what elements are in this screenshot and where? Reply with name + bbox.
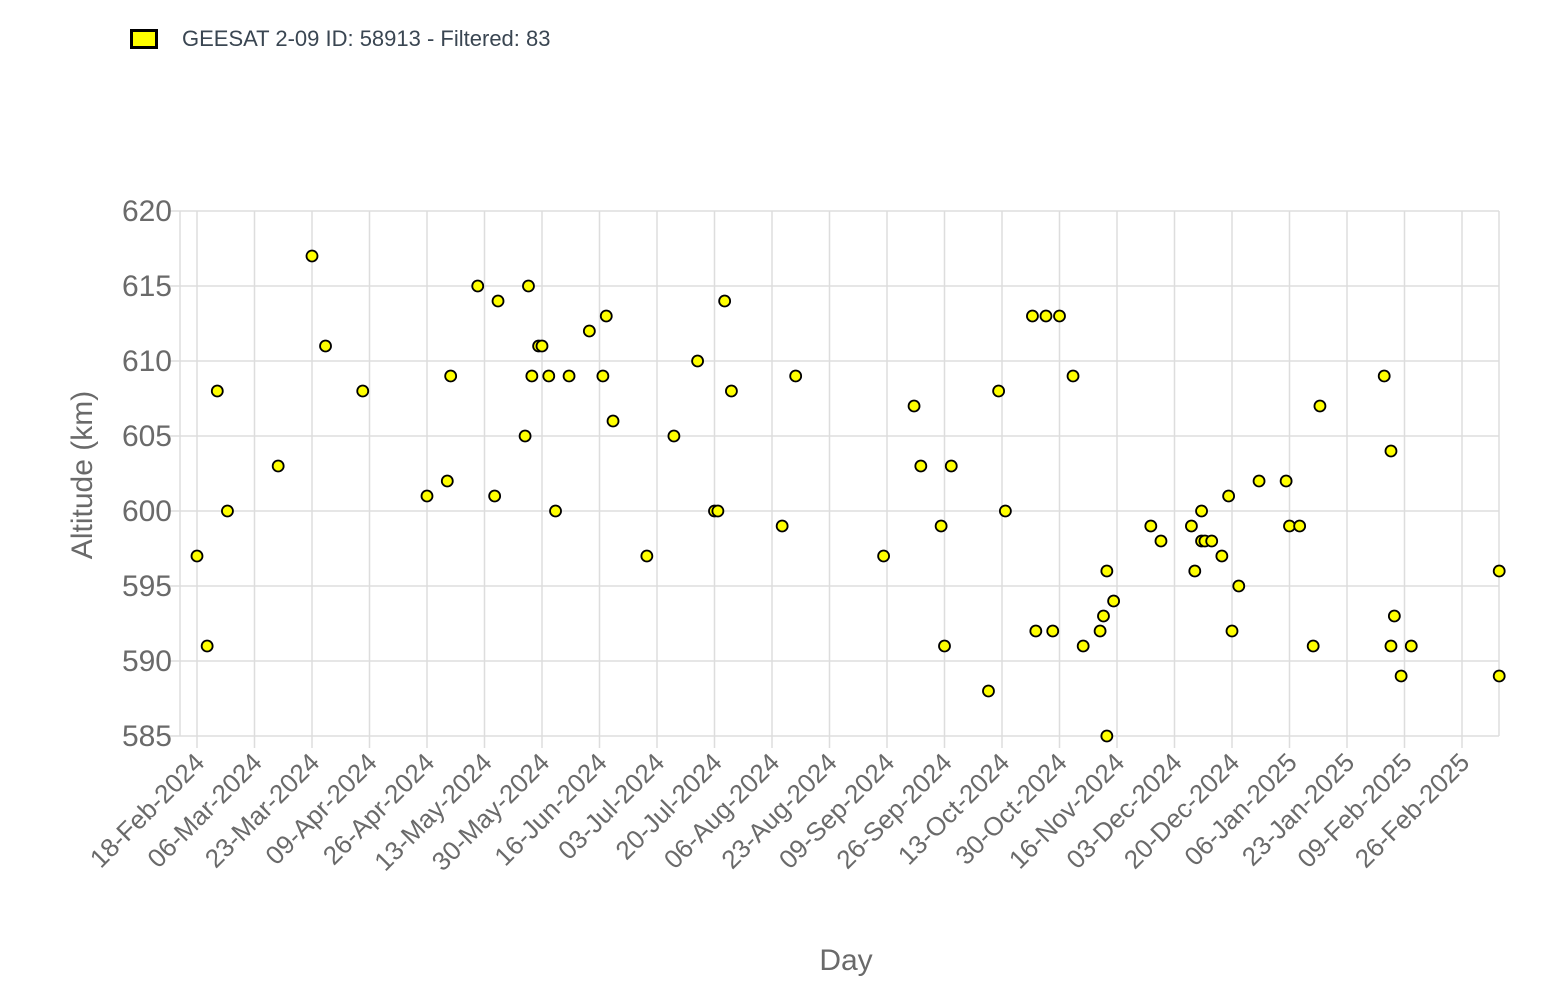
data-point[interactable] (190, 549, 204, 563)
data-point[interactable] (992, 384, 1006, 398)
data-point[interactable] (1205, 534, 1219, 548)
data-point[interactable] (305, 249, 319, 263)
y-tick-label: 585 (122, 720, 172, 753)
data-point[interactable] (711, 504, 725, 518)
data-point[interactable] (1100, 729, 1114, 743)
y-tick-label: 590 (122, 645, 172, 678)
data-point[interactable] (1225, 624, 1239, 638)
data-point[interactable] (518, 429, 532, 443)
data-point[interactable] (542, 369, 556, 383)
data-point[interactable] (606, 414, 620, 428)
data-point[interactable] (549, 504, 562, 518)
data-point[interactable] (1384, 639, 1398, 653)
grid (168, 210, 1500, 748)
y-axis-title: Altitude (km) (66, 391, 99, 559)
data-point[interactable] (1279, 474, 1293, 488)
data-point[interactable] (982, 684, 995, 698)
data-point[interactable] (877, 549, 891, 563)
data-point[interactable] (420, 489, 434, 503)
data-point[interactable] (1387, 609, 1401, 623)
data-point[interactable] (1029, 624, 1043, 638)
data-points (190, 249, 1506, 743)
data-point[interactable] (522, 279, 535, 293)
y-tick-label: 610 (122, 345, 172, 378)
data-point[interactable] (914, 459, 928, 473)
data-point[interactable] (1232, 579, 1246, 593)
data-point[interactable] (1100, 564, 1114, 578)
data-point[interactable] (718, 294, 732, 308)
x-axis-title: Day (819, 944, 872, 977)
y-tick-label: 600 (122, 495, 172, 528)
data-point[interactable] (1492, 564, 1506, 578)
data-point[interactable] (582, 324, 596, 338)
data-point[interactable] (775, 519, 789, 533)
data-point[interactable] (1144, 519, 1158, 533)
data-point[interactable] (725, 384, 738, 398)
data-point[interactable] (200, 639, 214, 653)
data-point[interactable] (1293, 519, 1307, 533)
data-point[interactable] (562, 369, 576, 383)
data-point[interactable] (210, 384, 224, 398)
data-point[interactable] (998, 504, 1012, 518)
data-point[interactable] (444, 369, 458, 383)
data-point[interactable] (1384, 444, 1398, 458)
x-axis: 18-Feb-202406-Mar-202423-Mar-202409-Apr-… (84, 747, 1475, 877)
data-point[interactable] (1026, 309, 1039, 323)
data-point[interactable] (1195, 504, 1208, 518)
data-point[interactable] (944, 459, 958, 473)
data-point[interactable] (1076, 639, 1090, 653)
data-point[interactable] (1394, 669, 1408, 683)
data-point[interactable] (1185, 519, 1198, 533)
y-tick-label: 620 (122, 195, 172, 228)
data-point[interactable] (1252, 474, 1266, 488)
data-point[interactable] (1215, 549, 1229, 563)
data-point[interactable] (934, 519, 948, 533)
data-point[interactable] (1404, 639, 1418, 653)
data-point[interactable] (1039, 309, 1053, 323)
data-point[interactable] (1492, 669, 1506, 683)
data-point[interactable] (1097, 609, 1110, 623)
data-point[interactable] (525, 369, 539, 383)
data-point[interactable] (907, 399, 921, 413)
data-point[interactable] (535, 339, 549, 353)
data-point[interactable] (221, 504, 234, 518)
legend-swatch (130, 29, 158, 49)
data-point[interactable] (640, 549, 654, 563)
legend-label: GEESAT 2-09 ID: 58913 - Filtered: 83 (182, 26, 551, 51)
data-point[interactable] (1066, 369, 1080, 383)
y-axis: 620 615 610 605 600 595 590 585 (122, 195, 172, 753)
y-tick-label: 605 (122, 420, 172, 453)
y-tick-label: 595 (122, 570, 172, 603)
data-point[interactable] (1107, 594, 1121, 608)
data-point[interactable] (1377, 369, 1391, 383)
data-point[interactable] (667, 429, 681, 443)
data-point[interactable] (1053, 309, 1066, 323)
data-point[interactable] (471, 279, 485, 293)
data-point[interactable] (491, 294, 505, 308)
data-point[interactable] (319, 339, 332, 353)
data-point[interactable] (938, 639, 951, 653)
data-point[interactable] (596, 369, 610, 383)
data-point[interactable] (1093, 624, 1107, 638)
data-point[interactable] (789, 369, 803, 383)
data-point[interactable] (691, 354, 704, 368)
y-tick-label: 615 (122, 270, 172, 303)
data-point[interactable] (1154, 534, 1168, 548)
data-point[interactable] (1222, 489, 1236, 503)
data-point[interactable] (1306, 639, 1320, 653)
data-point[interactable] (1313, 399, 1327, 413)
data-point[interactable] (599, 309, 613, 323)
data-point[interactable] (356, 384, 370, 398)
data-point[interactable] (1046, 624, 1060, 638)
data-point[interactable] (440, 474, 454, 488)
data-point[interactable] (488, 489, 502, 503)
data-point[interactable] (271, 459, 285, 473)
legend[interactable]: GEESAT 2-09 ID: 58913 - Filtered: 83 (130, 26, 550, 52)
data-point[interactable] (1188, 564, 1202, 578)
